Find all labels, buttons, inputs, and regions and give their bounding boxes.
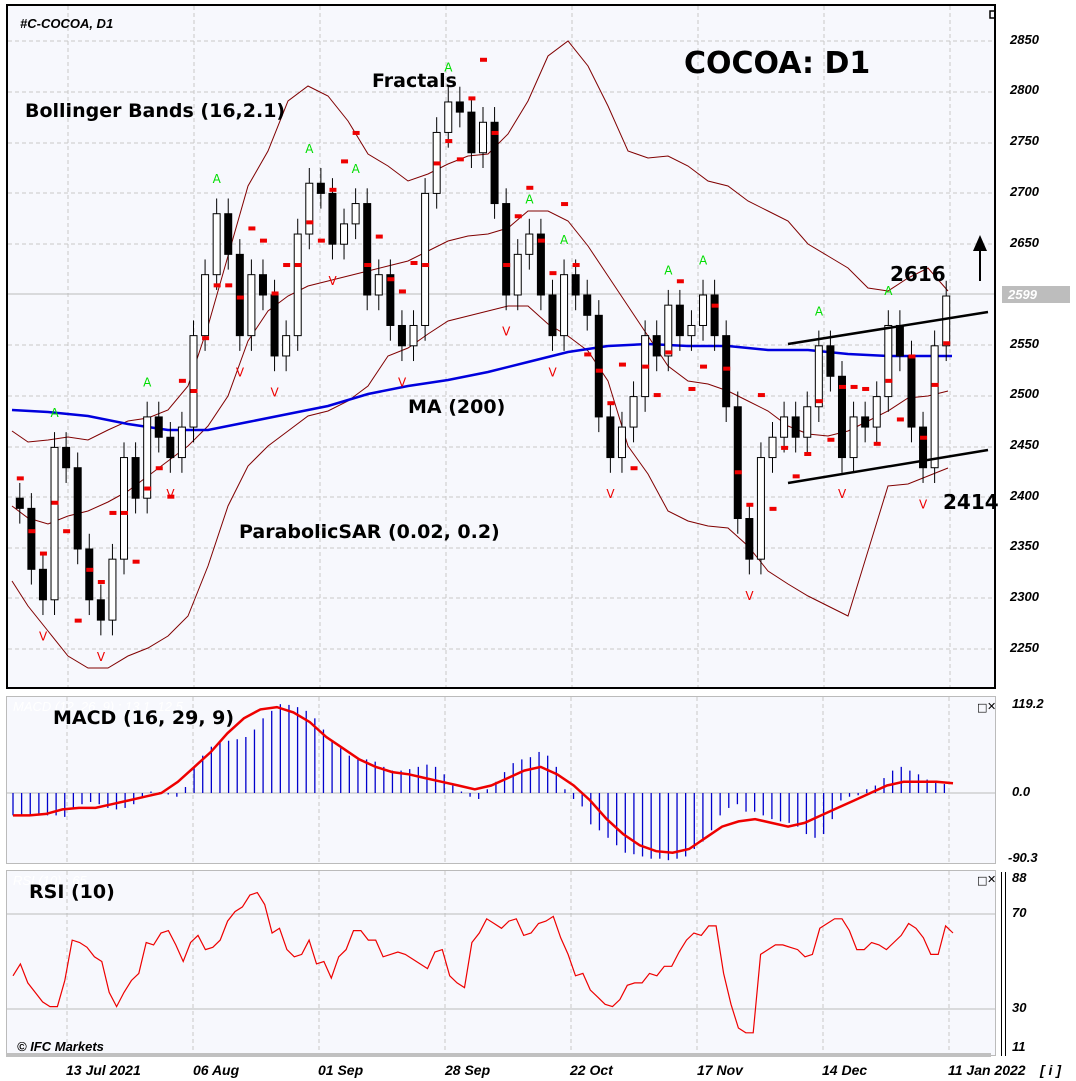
svg-text:A: A <box>664 264 673 278</box>
date-tick: 14 Dec <box>822 1062 868 1078</box>
svg-text:V: V <box>97 650 106 664</box>
price-tick: 2450 <box>1010 437 1039 452</box>
price-chart-canvas: V A V A V A V V A V A V A V A V A V A A V A V A V <box>8 6 994 687</box>
candlesticks <box>15 86 951 636</box>
maximize-icon[interactable]: □ <box>977 874 988 887</box>
svg-text:V: V <box>328 274 337 288</box>
macd-tick: 0.0 <box>1012 784 1031 799</box>
date-tick: 22 Oct <box>570 1062 613 1078</box>
rsi-title: RSI (10) <box>29 881 115 903</box>
ma-200-line <box>11 342 952 432</box>
svg-text:V: V <box>919 497 928 511</box>
fractal-markers: V A V A V A V V A V A V A V A V A V A A V A V A V <box>39 60 928 663</box>
symbol-label: #C-COCOA, D1 <box>20 16 114 31</box>
date-tick: 06 Aug <box>193 1062 240 1078</box>
ascending-channel <box>787 310 989 485</box>
resistance-level-label: 2616 <box>890 262 946 286</box>
ma-label: MA (200) <box>408 396 506 418</box>
time-scrollbar[interactable] <box>6 1053 991 1057</box>
date-tick: 28 Sep <box>445 1062 491 1078</box>
up-arrow-icon <box>973 235 987 281</box>
close-icon[interactable]: ✕ <box>987 873 997 886</box>
price-tick: 2300 <box>1010 589 1039 604</box>
fractals-label: Fractals <box>372 70 457 92</box>
date-tick: 01 Sep <box>318 1062 364 1078</box>
macd-title: MACD (16, 29, 9) <box>53 707 235 729</box>
svg-text:V: V <box>606 487 615 501</box>
svg-text:A: A <box>815 304 824 318</box>
main-price-chart[interactable]: V A V A V A V V A V A V A V A V A V A A V A V A V #C-COCOA, D1 C… <box>6 4 999 689</box>
svg-text:A: A <box>213 172 222 186</box>
price-tick: 2750 <box>1010 133 1039 148</box>
svg-text:V: V <box>236 365 245 379</box>
price-tick: 2350 <box>1010 538 1039 553</box>
macd-histogram <box>12 704 946 861</box>
svg-text:V: V <box>548 365 557 379</box>
svg-text:A: A <box>305 142 314 156</box>
date-tick: 13 Jul 2021 <box>66 1062 141 1078</box>
svg-text:A: A <box>525 193 534 207</box>
svg-text:A: A <box>699 254 708 268</box>
rsi-tick: 70 <box>1012 905 1027 920</box>
svg-text:V: V <box>745 589 754 603</box>
rsi-axis-line <box>1001 872 1006 1056</box>
price-tick: 2250 <box>1010 640 1039 655</box>
svg-text:V: V <box>166 487 175 501</box>
price-tick: 2550 <box>1010 336 1039 351</box>
price-tick: 2400 <box>1010 488 1039 503</box>
svg-text:A: A <box>143 375 152 389</box>
maximize-icon[interactable]: □ <box>977 701 988 714</box>
copyright-label: © IFC Markets <box>17 1039 104 1054</box>
price-tick: 2850 <box>1010 32 1039 47</box>
svg-text:A: A <box>884 284 893 298</box>
current-price-tag: 2599 <box>1002 286 1070 303</box>
info-button[interactable]: [ i ] <box>1040 1062 1061 1078</box>
chart-title: COCOA: D1 <box>684 46 871 81</box>
macd-header-values: MACD (12, 26, 9) : 13.1, 12.5 <box>13 699 183 714</box>
macd-canvas <box>7 697 995 863</box>
close-icon[interactable]: ✕ <box>987 700 997 713</box>
svg-text:A: A <box>444 60 453 74</box>
grid-lines <box>8 6 994 687</box>
rsi-canvas <box>7 871 995 1055</box>
rsi-tick: 11 <box>1012 1039 1026 1054</box>
macd-tick: -90.3 <box>1008 850 1038 865</box>
maximize-icon <box>989 10 994 19</box>
bollinger-label: Bollinger Bands (16,2.1) <box>25 100 286 122</box>
price-tick: 2650 <box>1010 235 1039 250</box>
macd-pane[interactable]: MACD (12, 26, 9) : 13.1, 12.5 MACD (16, … <box>6 696 996 864</box>
rsi-line <box>12 891 954 1034</box>
price-tick: 2700 <box>1010 184 1039 199</box>
macd-signal-line <box>13 705 954 854</box>
date-tick: 17 Nov <box>697 1062 743 1078</box>
svg-text:V: V <box>502 325 511 339</box>
support-level-label: 2414 <box>943 490 999 514</box>
date-tick: 11 Jan 2022 <box>948 1062 1026 1078</box>
svg-text:V: V <box>39 629 48 643</box>
rsi-tick: 88 <box>1012 870 1027 885</box>
rsi-header-values: RSI (10) : 65 <box>13 873 87 888</box>
svg-text:A: A <box>352 162 361 176</box>
rsi-pane[interactable]: RSI (10) : 65 RSI (10) □ ✕ © IFC Markets <box>6 870 996 1056</box>
svg-text:V: V <box>398 375 407 389</box>
bollinger-bands <box>11 40 949 669</box>
rsi-tick: 30 <box>1012 1000 1027 1015</box>
svg-text:V: V <box>838 487 847 501</box>
parabolic-sar-dots <box>16 57 951 623</box>
svg-text:A: A <box>51 406 60 420</box>
psar-label: ParabolicSAR (0.02, 0.2) <box>239 521 500 543</box>
price-tick: 2800 <box>1010 82 1039 97</box>
macd-tick: 119.2 <box>1012 696 1044 711</box>
svg-text:V: V <box>271 386 280 400</box>
price-tick: 2500 <box>1010 386 1039 401</box>
svg-text:A: A <box>560 233 569 247</box>
